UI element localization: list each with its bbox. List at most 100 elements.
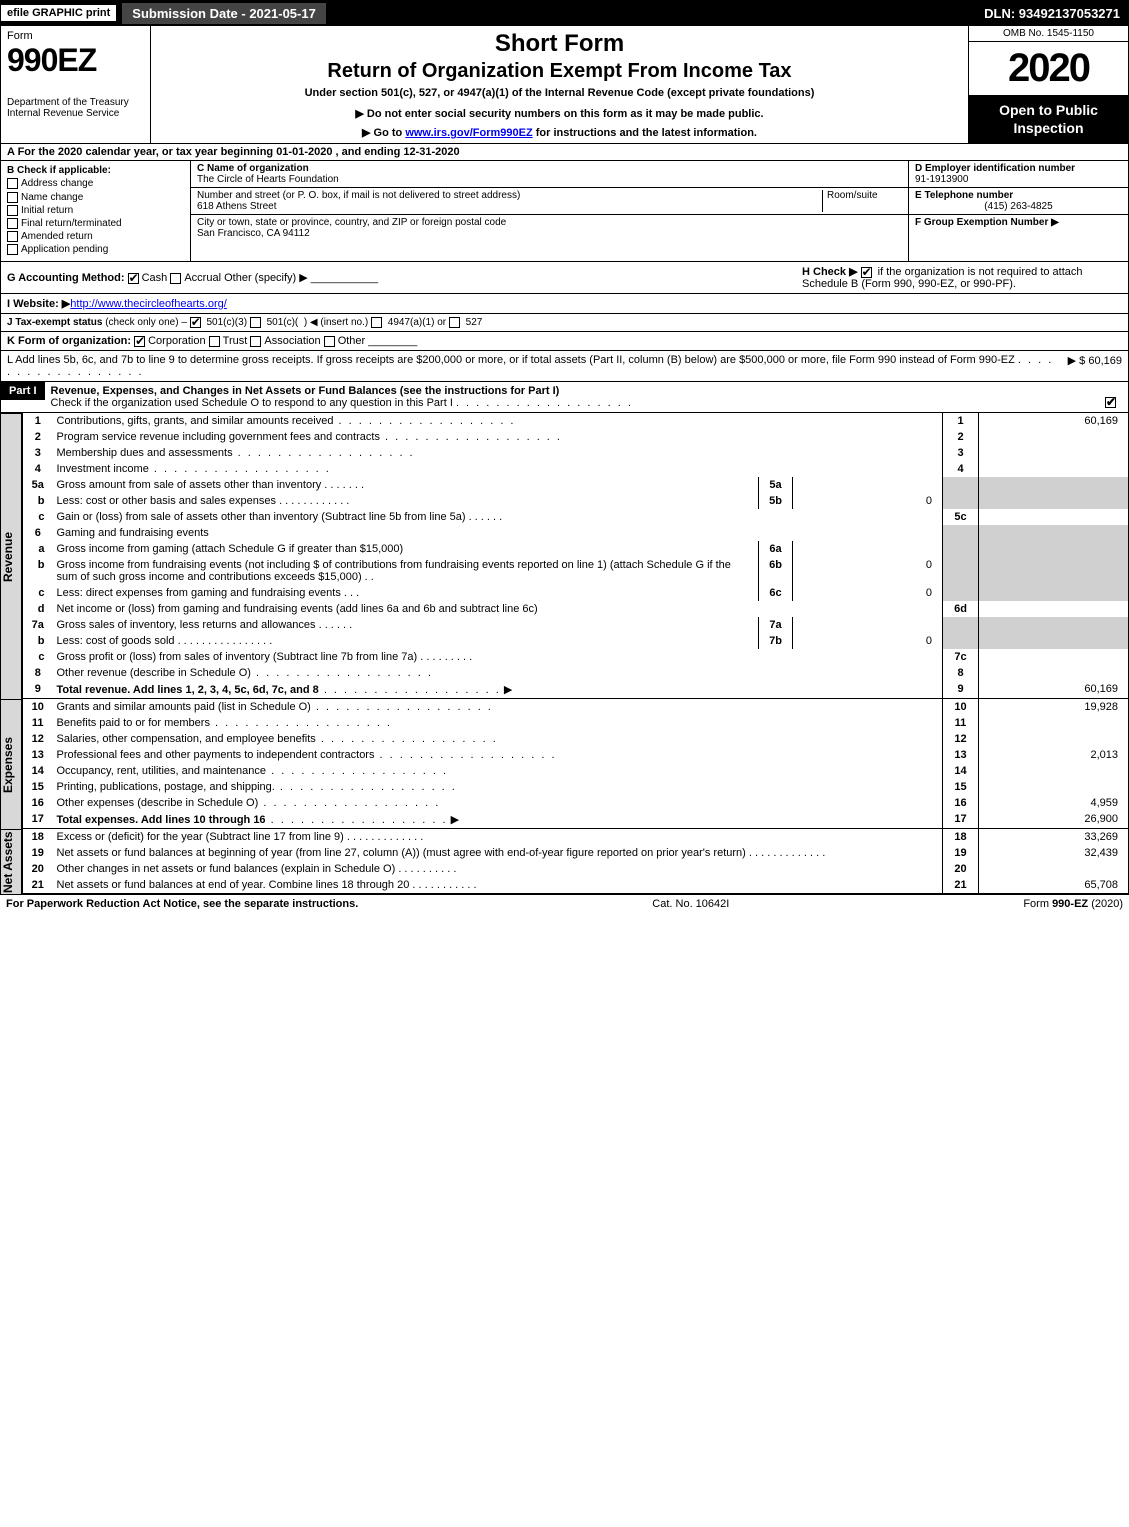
title-ssn-warning: ▶ Do not enter social security numbers o… — [155, 107, 964, 120]
line-19: 19Net assets or fund balances at beginni… — [23, 845, 1129, 861]
j-text: (check only one) – 501(c)(3) 501(c)( ) ◀… — [105, 317, 482, 328]
addr-val: 618 Athens Street — [197, 201, 277, 212]
line-9: 9Total revenue. Add lines 1, 2, 3, 4, 5c… — [23, 681, 1129, 699]
title-return: Return of Organization Exempt From Incom… — [155, 60, 964, 83]
i-label: I Website: ▶ — [7, 297, 70, 310]
line-11: 11Benefits paid to or for members11 — [23, 715, 1129, 731]
top-bar: efile GRAPHIC print Submission Date - 20… — [0, 0, 1129, 26]
g-accounting: G Accounting Method: Cash Accrual Other … — [7, 271, 794, 284]
line-20: 20Other changes in net assets or fund ba… — [23, 861, 1129, 877]
col-d: D Employer identification number 91-1913… — [908, 161, 1128, 261]
header-left: Form 990EZ Department of the Treasury In… — [1, 26, 151, 143]
chk-other-org[interactable] — [324, 336, 335, 347]
row-gh: G Accounting Method: Cash Accrual Other … — [0, 262, 1129, 294]
form-header: Form 990EZ Department of the Treasury In… — [0, 26, 1129, 144]
h-label: H Check ▶ — [802, 266, 858, 278]
open-public: Open to Public Inspection — [969, 95, 1128, 143]
line-7b: bLess: cost of goods sold . . . . . . . … — [23, 633, 1129, 649]
chk-initial-return[interactable]: Initial return — [7, 205, 184, 216]
title-section: Under section 501(c), 527, or 4947(a)(1)… — [155, 87, 964, 99]
j-label: J Tax-exempt status — [7, 317, 102, 328]
line-7a: 7aGross sales of inventory, less returns… — [23, 617, 1129, 633]
l-arrow: ▶ $ 60,169 — [1060, 354, 1122, 367]
website-link[interactable]: http://www.thecircleofhearts.org/ — [70, 298, 227, 310]
title-goto: ▶ Go to www.irs.gov/Form990EZ for instru… — [155, 126, 964, 139]
line-3: 3Membership dues and assessments3 — [23, 445, 1129, 461]
k-label: K Form of organization: — [7, 335, 131, 347]
omb-number: OMB No. 1545-1150 — [969, 26, 1128, 42]
line-16: 16Other expenses (describe in Schedule O… — [23, 795, 1129, 811]
chk-trust[interactable] — [209, 336, 220, 347]
header-right: OMB No. 1545-1150 2020 Open to Public In… — [968, 26, 1128, 143]
net-assets-table: 18Excess or (deficit) for the year (Subt… — [22, 829, 1129, 894]
b-label: B Check if applicable: — [7, 165, 184, 176]
line-8: 8Other revenue (describe in Schedule O)8 — [23, 665, 1129, 681]
part1-title: Revenue, Expenses, and Changes in Net As… — [51, 385, 560, 397]
chk-schedule-o[interactable] — [1105, 397, 1116, 408]
chk-amended-return[interactable]: Amended return — [7, 231, 184, 242]
line-18: 18Excess or (deficit) for the year (Subt… — [23, 829, 1129, 845]
chk-cash[interactable] — [128, 273, 139, 284]
form-number: 990EZ — [7, 42, 144, 79]
row-j-tax-exempt: J Tax-exempt status (check only one) – 5… — [0, 314, 1129, 332]
line-5c: cGain or (loss) from sale of assets othe… — [23, 509, 1129, 525]
e-phone: E Telephone number (415) 263-4825 — [909, 188, 1128, 215]
line-15: 15Printing, publications, postage, and s… — [23, 779, 1129, 795]
city-label: City or town, state or province, country… — [197, 217, 506, 228]
line-21: 21Net assets or fund balances at end of … — [23, 877, 1129, 894]
chk-final-return[interactable]: Final return/terminated — [7, 218, 184, 229]
line-4: 4Investment income4 — [23, 461, 1129, 477]
chk-accrual[interactable] — [170, 273, 181, 284]
line-14: 14Occupancy, rent, utilities, and mainte… — [23, 763, 1129, 779]
chk-name-change[interactable]: Name change — [7, 192, 184, 203]
dln-label: DLN: 93492137053271 — [984, 6, 1128, 21]
chk-4947[interactable] — [371, 317, 382, 328]
form-word: Form — [7, 30, 144, 42]
phone-val: (415) 263-4825 — [915, 201, 1122, 212]
line-6: 6Gaming and fundraising events — [23, 525, 1129, 541]
goto-pre: ▶ Go to — [362, 127, 405, 139]
submission-date: Submission Date - 2021-05-17 — [122, 3, 326, 24]
chk-corporation[interactable] — [134, 336, 145, 347]
chk-schedule-b[interactable] — [861, 267, 872, 278]
irs-label: Internal Revenue Service — [7, 108, 144, 119]
line-10: 10Grants and similar amounts paid (list … — [23, 699, 1129, 715]
sidebar-expenses: Expenses — [0, 699, 22, 829]
chk-application-pending[interactable]: Application pending — [7, 244, 184, 255]
city-val: San Francisco, CA 94112 — [197, 228, 310, 239]
sidebar-net-assets: Net Assets — [0, 829, 22, 894]
goto-post: for instructions and the latest informat… — [533, 127, 757, 139]
row-l-gross: L Add lines 5b, 6c, and 7b to line 9 to … — [0, 351, 1129, 382]
chk-address-change[interactable]: Address change — [7, 178, 184, 189]
line-6d: dNet income or (loss) from gaming and fu… — [23, 601, 1129, 617]
f-label: F Group Exemption Number ▶ — [915, 217, 1059, 228]
part1-header: Part I Revenue, Expenses, and Changes in… — [0, 382, 1129, 413]
d-label: D Employer identification number — [915, 163, 1075, 174]
room-suite: Room/suite — [822, 190, 902, 212]
revenue-table: 1Contributions, gifts, grants, and simil… — [22, 413, 1129, 699]
chk-501c[interactable] — [250, 317, 261, 328]
title-short-form: Short Form — [155, 30, 964, 58]
l-text: L Add lines 5b, 6c, and 7b to line 9 to … — [7, 354, 1015, 366]
c-city-row: City or town, state or province, country… — [191, 215, 908, 241]
dept-treasury: Department of the Treasury — [7, 97, 144, 108]
c-addr-row: Number and street (or P. O. box, if mail… — [191, 188, 908, 215]
col-c: C Name of organization The Circle of Hea… — [191, 161, 908, 261]
irs-link[interactable]: www.irs.gov/Form990EZ — [405, 127, 532, 139]
line-2: 2Program service revenue including gover… — [23, 429, 1129, 445]
footer-cat-no: Cat. No. 10642I — [652, 898, 729, 910]
line-1: 1Contributions, gifts, grants, and simil… — [23, 413, 1129, 429]
line-5a: 5aGross amount from sale of assets other… — [23, 477, 1129, 493]
c-name-row: C Name of organization The Circle of Hea… — [191, 161, 908, 188]
efile-label[interactable]: efile GRAPHIC print — [1, 5, 118, 21]
block-bcdef: B Check if applicable: Address change Na… — [0, 161, 1129, 262]
part1-label: Part I — [1, 382, 45, 400]
line-5b: bLess: cost or other basis and sales exp… — [23, 493, 1129, 509]
c-label: C Name of organization — [197, 163, 309, 174]
chk-527[interactable] — [449, 317, 460, 328]
f-group: F Group Exemption Number ▶ — [909, 215, 1128, 230]
chk-association[interactable] — [250, 336, 261, 347]
footer-form-ref: Form 990-EZ (2020) — [1023, 898, 1123, 910]
chk-501c3[interactable] — [190, 317, 201, 328]
org-name: The Circle of Hearts Foundation — [197, 174, 339, 185]
